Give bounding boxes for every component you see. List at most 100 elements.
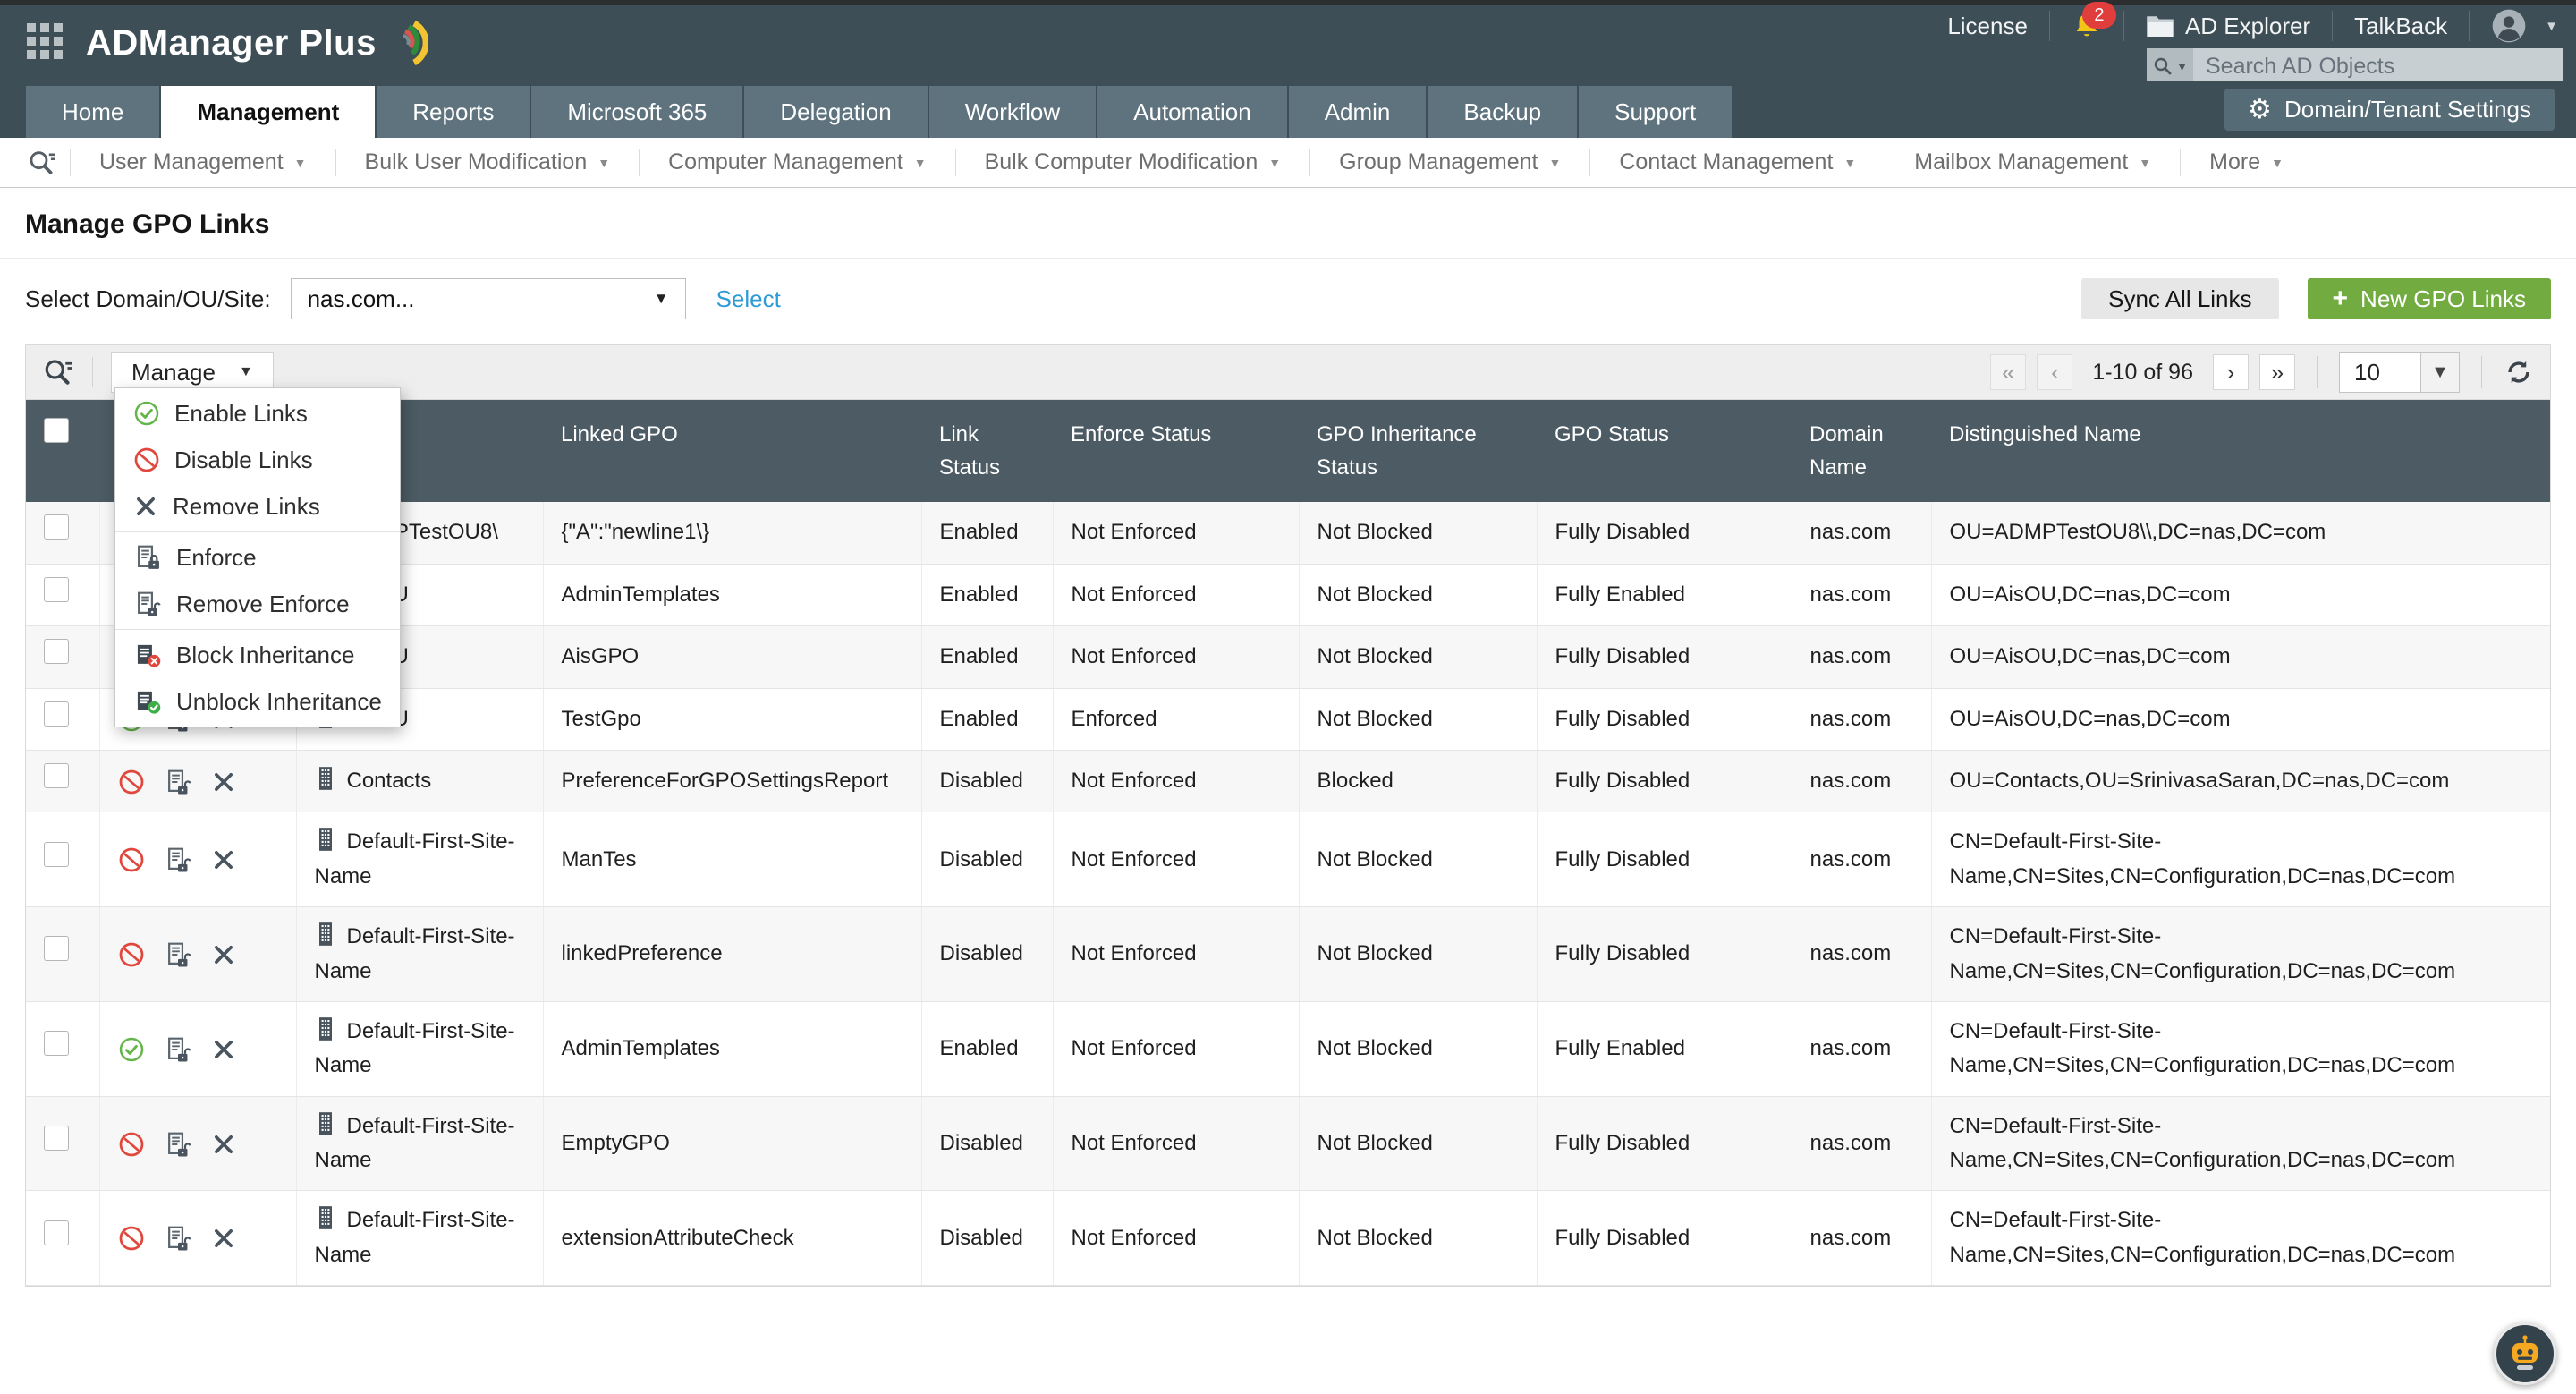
remove-link-icon[interactable]	[211, 847, 236, 872]
remove-link-icon[interactable]	[211, 1226, 236, 1251]
subnav-item-contact-management[interactable]: Contact Management ▼	[1619, 149, 1857, 174]
row-checkbox[interactable]	[44, 1220, 69, 1245]
manage-dropdown-button[interactable]: Manage ▼	[111, 352, 274, 393]
column-header-domain-name[interactable]: Domain Name	[1792, 400, 1931, 503]
column-header-linked-gpo[interactable]: Linked GPO	[543, 400, 921, 503]
pager-separator	[2317, 356, 2318, 388]
next-page-button[interactable]: ›	[2213, 354, 2249, 390]
subnav-item-mailbox-management[interactable]: Mailbox Management ▼	[1914, 149, 2152, 174]
chat-assistant-button[interactable]	[2494, 1322, 2556, 1385]
column-header-gpo-status[interactable]: GPO Status	[1537, 400, 1792, 503]
license-link[interactable]: License	[1947, 12, 2028, 39]
remove-link-icon[interactable]	[211, 1132, 236, 1157]
link-disabled-icon[interactable]	[118, 846, 145, 873]
menu-item-unblock-inheritance[interactable]: Unblock Inheritance	[115, 678, 400, 725]
remove-link-icon[interactable]	[211, 1037, 236, 1062]
ad-explorer-link[interactable]: AD Explorer	[2146, 13, 2310, 40]
subnav-item-user-management[interactable]: User Management ▼	[99, 149, 307, 174]
row-checkbox[interactable]	[44, 701, 69, 727]
table-row: AisOUAdminTemplatesEnabledNot EnforcedNo…	[26, 564, 2550, 627]
refresh-icon[interactable]	[2504, 357, 2534, 387]
search-input[interactable]	[2193, 48, 2563, 84]
link-disabled-icon[interactable]	[118, 1225, 145, 1252]
column-search-icon[interactable]	[42, 356, 74, 388]
column-header-link-status[interactable]: Link Status	[921, 400, 1053, 503]
cell-name: Default-First-Site-Name	[296, 812, 544, 908]
enforce-scroll-icon[interactable]	[164, 940, 192, 969]
last-page-button[interactable]: »	[2259, 354, 2295, 390]
tab-backup[interactable]: Backup	[1428, 86, 1578, 138]
cell-inheritance-status: Blocked	[1299, 750, 1538, 813]
talkback-link[interactable]: TalkBack	[2354, 12, 2448, 39]
menu-item-enforce[interactable]: Enforce	[115, 534, 400, 581]
row-checkbox[interactable]	[44, 576, 69, 602]
page-title: Manage GPO Links	[25, 209, 270, 239]
row-checkbox[interactable]	[44, 1125, 69, 1151]
column-header-enforce-status[interactable]: Enforce Status	[1053, 400, 1299, 503]
ad-object-search[interactable]: ▼	[2147, 48, 2563, 84]
subnav-item-bulk-computer-modification[interactable]: Bulk Computer Modification ▼	[984, 149, 1282, 174]
tab-admin[interactable]: Admin	[1288, 86, 1427, 138]
cell-link-status: Enabled	[921, 688, 1054, 751]
enforce-scroll-icon[interactable]	[164, 1130, 192, 1159]
first-page-button[interactable]: «	[1990, 354, 2027, 390]
subnav-item-computer-management[interactable]: Computer Management ▼	[668, 149, 927, 174]
cell-enforce-status: Not Enforced	[1053, 906, 1300, 1002]
cell-domain: nas.com	[1792, 625, 1932, 689]
app-grid-icon[interactable]	[27, 23, 66, 63]
cell-distinguished-name: OU=AisOU,DC=nas,DC=com	[1931, 625, 2550, 689]
row-checkbox[interactable]	[44, 841, 69, 867]
search-scope-button[interactable]: ▼	[2147, 48, 2193, 84]
menu-item-block-inheritance[interactable]: Block Inheritance	[115, 632, 400, 678]
remove-link-icon[interactable]	[211, 769, 236, 795]
divider	[0, 258, 2576, 259]
link-disabled-icon[interactable]	[118, 769, 145, 795]
row-checkbox[interactable]	[44, 1031, 69, 1057]
page-size-select[interactable]: 10 ▼	[2339, 352, 2460, 393]
page-range: 1-10 of 96	[2092, 359, 2193, 385]
enforce-scroll-icon[interactable]	[164, 1035, 192, 1064]
enforce-scroll-icon[interactable]	[164, 1224, 192, 1253]
menu-item-enable-links[interactable]: Enable Links	[115, 390, 400, 437]
domain-select[interactable]: nas.com... ▼	[290, 278, 686, 319]
subnav-item-more[interactable]: More ▼	[2209, 149, 2284, 174]
cell-linked-gpo: AisGPO	[543, 625, 922, 689]
tab-reports[interactable]: Reports	[377, 86, 530, 138]
row-checkbox[interactable]	[44, 639, 69, 665]
select-link[interactable]: Select	[716, 285, 781, 312]
row-checkbox[interactable]	[44, 762, 69, 788]
link-enabled-icon[interactable]	[118, 1036, 145, 1063]
user-menu[interactable]: ▼	[2491, 8, 2576, 44]
tab-automation[interactable]: Automation	[1097, 86, 1287, 138]
row-checkbox[interactable]	[44, 936, 69, 962]
menu-item-remove-enforce[interactable]: Remove Enforce	[115, 581, 400, 627]
tab-management[interactable]: Management	[161, 86, 376, 138]
block-icon	[133, 446, 160, 473]
tab-home[interactable]: Home	[26, 86, 160, 138]
tab-support[interactable]: Support	[1579, 86, 1733, 138]
domain-tenant-settings-button[interactable]: ⚙ Domain/Tenant Settings	[2224, 89, 2555, 131]
link-disabled-icon[interactable]	[118, 1131, 145, 1158]
remove-link-icon[interactable]	[211, 942, 236, 967]
row-checkbox-cell	[26, 564, 100, 627]
tab-microsoft-365[interactable]: Microsoft 365	[531, 86, 743, 138]
column-header-distinguished-name[interactable]: Distinguished Name	[1931, 400, 2550, 503]
subnav-item-bulk-user-modification[interactable]: Bulk User Modification ▼	[364, 149, 611, 174]
tab-workflow[interactable]: Workflow	[928, 86, 1097, 138]
new-gpo-links-button[interactable]: + New GPO Links	[2307, 278, 2551, 319]
advanced-search-icon[interactable]	[27, 148, 57, 178]
menu-item-remove-links[interactable]: Remove Links	[115, 483, 400, 530]
column-header-inheritance-status[interactable]: GPO Inheritance Status	[1299, 400, 1537, 503]
sync-all-links-button[interactable]: Sync All Links	[2081, 278, 2279, 319]
subnav-item-group-management[interactable]: Group Management ▼	[1339, 149, 1562, 174]
notifications-button[interactable]: 2	[2072, 2, 2116, 41]
menu-item-disable-links[interactable]: Disable Links	[115, 437, 400, 483]
tab-delegation[interactable]: Delegation	[744, 86, 928, 138]
prev-page-button[interactable]: ‹	[2037, 354, 2073, 390]
enforce-scroll-icon[interactable]	[164, 768, 192, 796]
link-disabled-icon[interactable]	[118, 941, 145, 968]
row-checkbox[interactable]	[44, 514, 69, 540]
select-all-checkbox[interactable]	[44, 418, 69, 443]
enforce-scroll-icon[interactable]	[164, 846, 192, 874]
manageengine-swirl-icon	[382, 18, 428, 68]
